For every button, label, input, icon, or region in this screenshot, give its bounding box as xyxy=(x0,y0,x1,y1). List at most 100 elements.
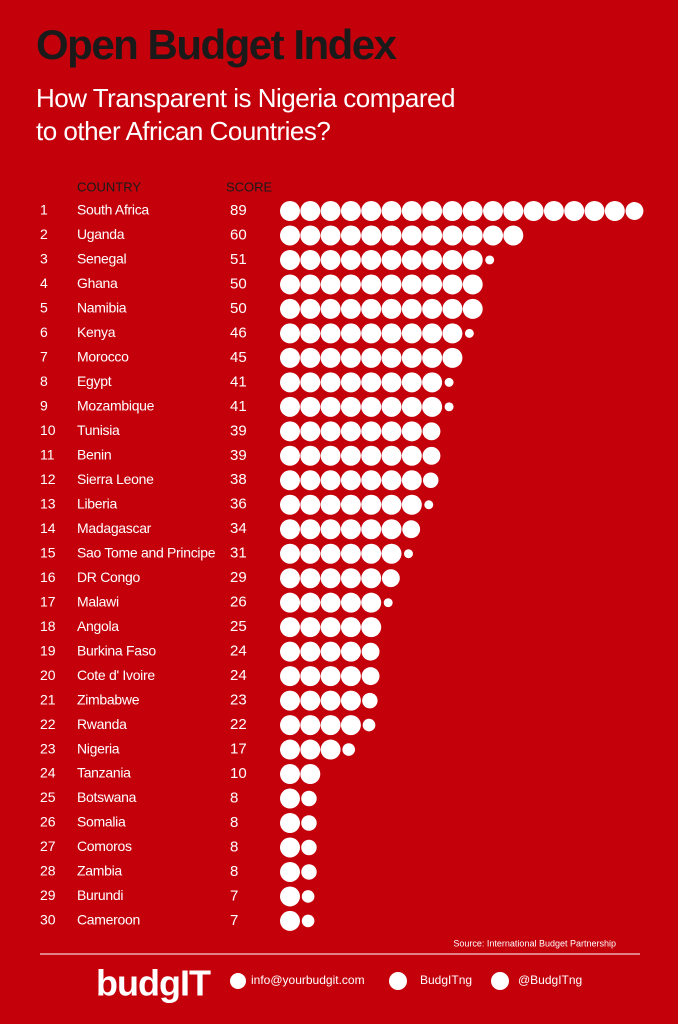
dot xyxy=(362,718,376,732)
dot xyxy=(320,690,341,711)
dot xyxy=(381,249,402,270)
dot xyxy=(401,347,422,368)
dot xyxy=(422,249,443,270)
dot xyxy=(361,494,382,515)
dot xyxy=(422,274,443,295)
dot xyxy=(280,445,300,466)
dot xyxy=(523,201,544,221)
dot xyxy=(404,549,413,559)
dot xyxy=(381,347,402,368)
facebook-handle: BudgITng xyxy=(420,973,472,987)
email: info@yourbudgit.com xyxy=(251,973,365,987)
dot xyxy=(280,396,300,417)
country-label: Sao Tome and Principe xyxy=(77,544,216,560)
dot xyxy=(320,592,341,613)
country-label: Tunisia xyxy=(77,422,120,438)
country-label: Tanzania xyxy=(77,765,131,781)
dot xyxy=(361,470,382,491)
rank: 23 xyxy=(40,740,56,756)
dot xyxy=(300,201,321,221)
dot xyxy=(462,225,483,246)
dot xyxy=(280,837,300,858)
rank: 12 xyxy=(40,471,56,487)
dot xyxy=(485,255,495,265)
country-label: Cameroon xyxy=(77,912,140,928)
dot xyxy=(381,569,400,588)
dot xyxy=(301,790,317,807)
country-label: Somalia xyxy=(77,814,126,830)
dot xyxy=(423,472,439,489)
dot xyxy=(301,914,315,928)
score-label: 8 xyxy=(230,838,238,855)
country-label: Egypt xyxy=(77,373,112,389)
dot xyxy=(300,739,321,760)
dot xyxy=(320,225,341,246)
dot xyxy=(340,568,361,589)
rank: 16 xyxy=(40,569,56,585)
score-label: 41 xyxy=(230,398,247,415)
score-label: 50 xyxy=(230,300,247,317)
dot xyxy=(361,421,382,442)
dot xyxy=(320,739,341,760)
dot xyxy=(401,298,422,319)
rank: 3 xyxy=(40,251,48,267)
rank: 4 xyxy=(40,275,48,291)
twitter-handle: @BudgITng xyxy=(518,973,582,987)
dot xyxy=(401,225,422,246)
score-label: 8 xyxy=(230,789,238,806)
dot xyxy=(381,274,402,295)
score-label: 39 xyxy=(230,447,247,464)
dot xyxy=(300,592,321,613)
dot xyxy=(300,225,321,246)
dot xyxy=(300,764,321,785)
dot xyxy=(362,692,378,709)
country-label: Namibia xyxy=(77,300,127,316)
dot xyxy=(381,421,402,442)
dot xyxy=(320,641,341,662)
dot xyxy=(280,421,300,442)
dot xyxy=(280,739,300,760)
dot xyxy=(483,201,503,221)
dot xyxy=(301,890,315,903)
rank: 14 xyxy=(40,520,56,536)
dot xyxy=(361,298,382,319)
dot xyxy=(340,298,361,319)
dot xyxy=(280,225,300,246)
chart-subtitle: How Transparent is Nigeria compared to o… xyxy=(36,83,455,146)
dot xyxy=(320,298,341,319)
dot xyxy=(300,494,321,515)
dot xyxy=(300,690,321,711)
country-label: Ghana xyxy=(77,275,118,291)
dot xyxy=(340,249,361,270)
dot xyxy=(320,396,341,417)
dot xyxy=(320,568,341,589)
dot xyxy=(320,666,341,687)
rank: 17 xyxy=(40,593,56,609)
dot xyxy=(300,715,321,736)
rank: 25 xyxy=(40,789,56,805)
country-label: Senegal xyxy=(77,251,126,267)
score-label: 29 xyxy=(230,569,247,586)
dot xyxy=(320,347,341,368)
email-icon xyxy=(230,973,246,989)
dot xyxy=(381,323,402,344)
rank: 26 xyxy=(40,814,56,830)
dot xyxy=(300,568,321,589)
score-label: 10 xyxy=(230,765,247,782)
dot xyxy=(280,910,300,931)
dot xyxy=(300,396,321,417)
dot xyxy=(340,372,361,393)
country-label: South Africa xyxy=(77,202,149,218)
dot xyxy=(381,543,402,564)
dot xyxy=(280,494,300,515)
dot xyxy=(361,274,382,295)
dot xyxy=(361,445,382,466)
dot xyxy=(300,274,321,295)
dot xyxy=(383,598,393,608)
country-label: Benin xyxy=(77,447,111,463)
dot xyxy=(422,396,443,417)
country-label: Zambia xyxy=(77,863,122,879)
dot xyxy=(402,520,421,539)
dot xyxy=(381,494,402,515)
